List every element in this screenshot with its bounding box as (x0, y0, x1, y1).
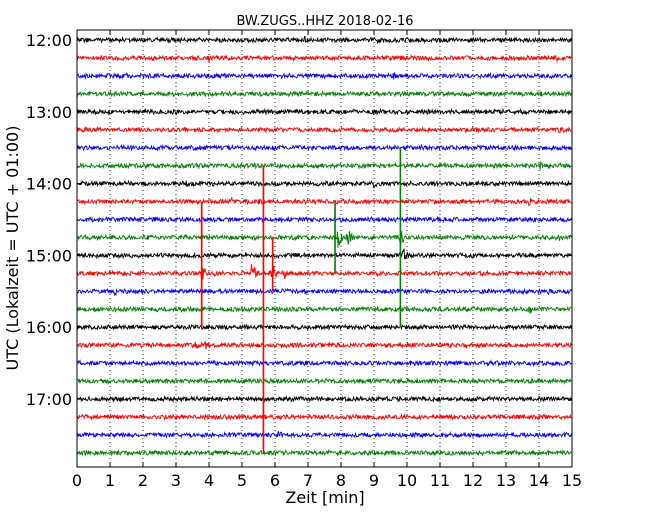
y-tick-label: 12:00 (26, 31, 72, 50)
y-tick-label: 16:00 (26, 318, 72, 337)
x-tick-label: 13 (496, 471, 516, 490)
trace-line (76, 413, 572, 422)
trace-line (76, 358, 572, 368)
x-tick-label: 10 (397, 471, 417, 490)
x-tick-label: 14 (529, 471, 549, 490)
x-axis: 0 1 2 3 4 5 6 7 8 9 10 11 12 13 14 15 (72, 30, 582, 490)
trace-line (76, 35, 572, 44)
spike-layer (200, 147, 402, 453)
x-tick-label: 2 (138, 471, 148, 490)
trace-line (76, 248, 572, 260)
trace-line (76, 340, 572, 350)
x-tick-label: 8 (336, 471, 346, 490)
y-axis-label: UTC (Lokalzeit = UTC + 01:00) (3, 126, 22, 371)
trace-line (76, 143, 572, 152)
y-tick-label: 13:00 (26, 103, 72, 122)
trace-line (76, 430, 572, 439)
trace-line (76, 161, 572, 170)
trace-line (76, 395, 572, 404)
trace-line (76, 215, 572, 224)
trace-line (76, 448, 572, 457)
x-tick-label: 7 (303, 471, 313, 490)
x-tick-label: 5 (237, 471, 247, 490)
trace-line (76, 125, 572, 134)
trace-line (76, 54, 572, 63)
trace-layer (76, 35, 572, 457)
x-tick-label: 3 (171, 471, 181, 490)
trace-line (76, 71, 572, 80)
trace-line (76, 89, 572, 98)
plot-grid (77, 30, 572, 467)
trace-line (76, 323, 572, 332)
x-tick-label: 12 (463, 471, 483, 490)
trace-line (76, 305, 572, 314)
trace-line (76, 107, 572, 116)
trace-line (76, 231, 572, 248)
x-tick-label: 0 (72, 471, 82, 490)
chart-title: BW.ZUGS..HHZ 2018-02-16 (236, 14, 413, 29)
trace-line (76, 377, 572, 385)
y-tick-label: 14:00 (26, 175, 72, 194)
x-tick-label: 6 (270, 471, 280, 490)
x-tick-label: 4 (204, 471, 214, 490)
trace-line (76, 264, 572, 280)
x-tick-label: 15 (562, 471, 582, 490)
x-tick-label: 9 (369, 471, 379, 490)
x-axis-label: Zeit [min] (285, 488, 364, 507)
trace-line (76, 179, 572, 189)
plot-frame (76, 29, 573, 468)
x-tick-label: 1 (105, 471, 115, 490)
y-tick-label: 17:00 (26, 390, 72, 409)
trace-line (76, 287, 572, 297)
y-axis: 12:00 13:00 14:00 15:00 16:00 17:00 (26, 31, 572, 409)
trace-line (77, 196, 572, 207)
y-tick-label: 15:00 (26, 246, 72, 265)
x-tick-label: 11 (430, 471, 450, 490)
